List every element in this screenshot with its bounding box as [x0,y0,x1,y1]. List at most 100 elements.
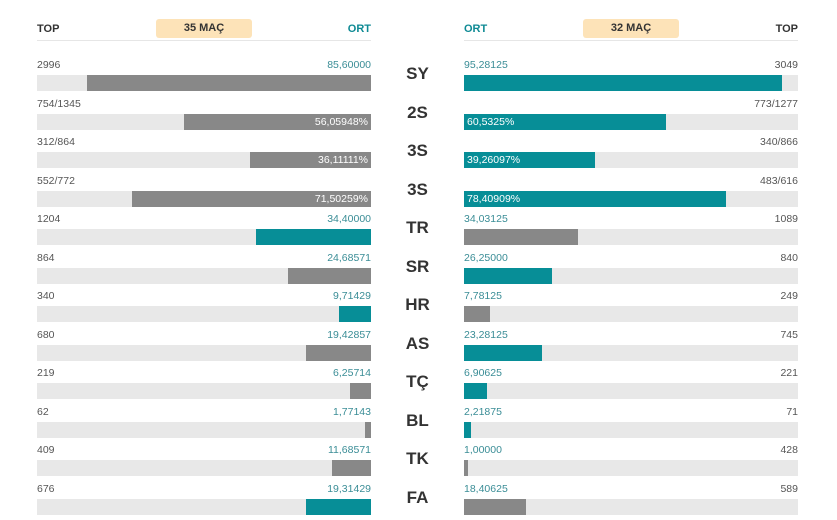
left-bar-track [37,421,371,438]
right-bar-track [464,75,798,91]
right-bar-track [464,229,798,245]
right-average-label: 95,28125 [464,59,508,71]
left-bar-track [37,498,371,515]
right-bar [464,229,578,245]
left-total-label: 754/1345 [37,97,81,110]
left-total-label: 219 [37,367,55,379]
right-average-label: 6,90625 [464,367,502,379]
category-label: TÇ [406,372,429,391]
left-total-label: 312/864 [37,136,75,148]
category-label: 3S [407,179,428,199]
left-bar-track: 36,11111% [37,152,371,168]
left-total-label: 340 [37,290,55,302]
left-total-label: 409 [37,444,55,456]
right-total-label: 428 [780,444,798,456]
right-average-label: 1,00000 [464,444,502,456]
left-ort-header: ORT [347,23,371,35]
category-label: TK [406,449,429,468]
right-bar [464,267,552,284]
left-total-label: 1204 [37,213,61,225]
left-bar [306,344,371,361]
left-bar [365,421,371,438]
left-stat-row: 754/1345 56,05948% [37,97,371,135]
left-bar-track [37,383,371,399]
left-stat-row: 676 19,31429 [37,482,371,520]
left-percentage-label: 36,11111% [317,154,368,166]
right-average-label: 2,21875 [464,405,502,418]
category-label: HR [405,295,430,314]
right-stat-row: 249 7,78125 [464,289,798,327]
right-total-label: 483/616 [760,174,798,187]
left-stat-row: 340 9,71429 [37,289,371,327]
left-bar-track [37,229,371,245]
right-bar [464,306,490,322]
category-label: AS [405,333,430,353]
right-top-header: TOP [775,23,798,35]
right-percentage-label: 78,40909% [467,192,521,205]
right-bar-track: 60,5325% [464,113,798,130]
right-percentage-label: 39,26097% [467,154,521,166]
right-average-label: 34,03125 [464,213,508,225]
category-label: SR [405,256,430,276]
left-average-label: 85,60000 [327,59,371,71]
right-bar: 60,5325% [464,113,666,130]
left-bar-track [37,460,371,476]
right-bar [464,498,526,515]
right-stat-row: 3049 95,28125 [464,58,798,96]
left-average-label: 19,31429 [327,482,371,495]
right-bar [464,344,542,361]
right-stat-row: 483/616 78,40909% [464,174,798,212]
left-bar [332,460,371,476]
right-average-label: 7,78125 [464,290,502,302]
left-bar-track [37,75,371,91]
category-label: 2S [407,102,428,122]
right-stat-row: 221 6,90625 [464,366,798,404]
right-bar-track [464,267,798,284]
left-stat-row: 552/772 71,50259% [37,174,371,212]
right-total-label: 71 [786,405,798,418]
left-stat-row: 864 24,68571 [37,251,371,289]
right-stat-row: 589 18,40625 [464,482,798,520]
right-bar: 78,40909% [464,190,726,207]
right-bar-track [464,460,798,476]
left-average-label: 1,77143 [333,405,371,418]
left-bar: 36,11111% [250,152,371,168]
left-bar [306,498,371,515]
left-bar-track [37,344,371,361]
right-bar-track: 78,40909% [464,190,798,207]
right-bar-track [464,344,798,361]
right-total-label: 340/866 [760,136,798,148]
left-bar: 71,50259% [132,190,371,207]
left-percentage-label: 71,50259% [314,192,368,205]
left-bar [288,267,371,284]
left-average-label: 24,68571 [327,251,371,264]
right-ort-header: ORT [464,23,488,35]
right-bar-track [464,498,798,515]
left-stat-row: 219 6,25714 [37,366,371,404]
right-stat-row: 745 23,28125 [464,328,798,366]
left-percentage-label: 56,05948% [314,115,368,128]
right-stat-row: 340/866 39,26097% [464,135,798,173]
left-total-label: 680 [37,328,55,341]
left-total-label: 62 [37,405,49,418]
right-stat-row: 428 1,00000 [464,443,798,481]
category-label: BL [406,410,429,430]
right-bar: 39,26097% [464,152,595,168]
category-label: TR [406,218,429,237]
left-stat-row: 2996 85,60000 [37,58,371,96]
left-top-header: TOP [37,23,60,35]
left-total-label: 676 [37,482,55,495]
right-bar [464,460,468,476]
right-total-label: 773/1277 [754,97,798,110]
left-stat-row: 62 1,77143 [37,405,371,443]
right-total-label: 1089 [774,213,798,225]
category-label: SY [406,64,429,83]
left-average-label: 9,71429 [333,290,371,302]
left-average-label: 19,42857 [327,328,371,341]
category-label: FA [406,487,429,507]
category-label: 3S [407,141,428,160]
right-bar [464,383,487,399]
left-stat-row: 312/864 36,11111% [37,135,371,173]
right-bar-track: 39,26097% [464,152,798,168]
right-stat-row: 840 26,25000 [464,251,798,289]
